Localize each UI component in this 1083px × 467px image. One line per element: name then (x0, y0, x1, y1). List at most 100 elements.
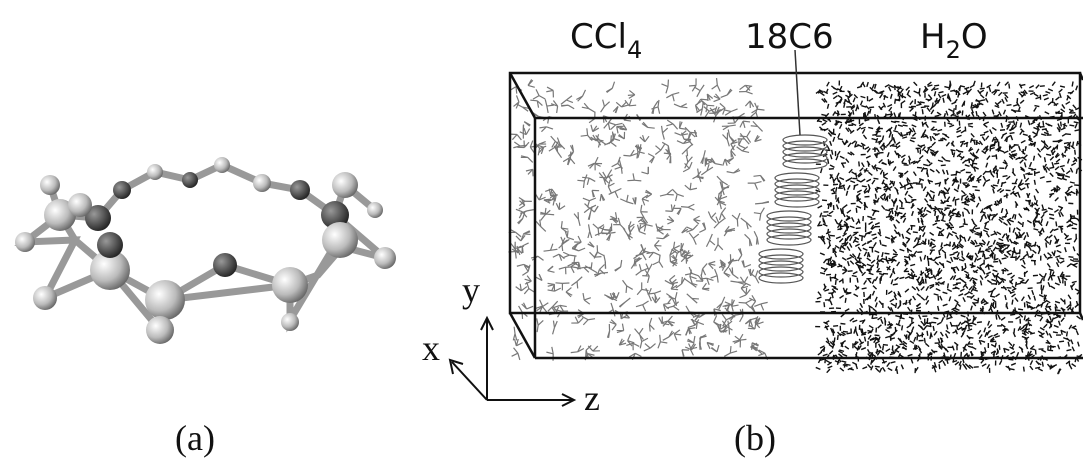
molecule-stroke (997, 188, 1001, 191)
molecule-stroke (1040, 177, 1045, 179)
molecule-stroke (1078, 342, 1079, 347)
molecule-stroke (912, 125, 917, 127)
molecule-stroke (999, 150, 1004, 152)
molecule-stroke (1071, 163, 1075, 165)
molecule-stroke (938, 160, 943, 161)
molecule-stroke (987, 280, 991, 283)
molecule-stroke (852, 275, 857, 276)
molecule-stroke (921, 297, 925, 300)
molecule-stroke (932, 142, 936, 146)
molecule-stroke (953, 275, 955, 279)
molecule-stroke (820, 253, 825, 255)
molecule-stroke (905, 191, 907, 195)
molecule-stroke (740, 295, 746, 298)
molecule-stroke (1050, 229, 1053, 233)
molecule-stroke (1061, 109, 1065, 112)
molecule-stroke (987, 156, 990, 160)
molecule-stroke (865, 147, 869, 149)
molecule-stroke (1011, 352, 1015, 354)
molecule-stroke (932, 102, 933, 107)
molecule-stroke (877, 255, 878, 260)
molecule-stroke (963, 224, 968, 225)
molecule-stroke (738, 255, 742, 261)
molecule-stroke (546, 127, 553, 129)
molecule-stroke (1055, 256, 1060, 257)
molecule-stroke (900, 186, 905, 188)
molecule-stroke (887, 363, 890, 367)
molecule-stroke (601, 106, 605, 112)
molecule-stroke (891, 94, 892, 99)
molecule-stroke (1069, 143, 1070, 148)
molecule-stroke (1055, 283, 1060, 285)
molecule-stroke (954, 300, 958, 303)
molecule-stroke (992, 110, 994, 115)
molecule-stroke (907, 187, 912, 189)
molecule-stroke (591, 269, 597, 272)
molecule-stroke (968, 274, 969, 279)
molecule-stroke (578, 262, 579, 269)
molecule-stroke (1025, 243, 1026, 248)
molecule-stroke (530, 147, 534, 153)
molecule-stroke (946, 334, 948, 338)
molecule-stroke (1011, 145, 1015, 148)
molecule-stroke (761, 302, 768, 304)
molecule-stroke (930, 149, 935, 151)
molecule-stroke (1060, 261, 1064, 264)
molecule-stroke (1025, 178, 1028, 182)
molecule-stroke (939, 92, 944, 93)
molecule-stroke (1009, 84, 1010, 89)
molecule-stroke (1054, 163, 1059, 164)
molecule-stroke (1023, 260, 1025, 265)
molecule-stroke (887, 105, 892, 107)
molecule-stroke (655, 150, 661, 154)
molecule-stroke (650, 344, 655, 349)
molecule-stroke (1048, 124, 1053, 126)
molecule-stroke (1071, 340, 1073, 345)
molecule-stroke (924, 130, 926, 135)
molecule-stroke (934, 294, 939, 295)
molecule-stroke (863, 135, 866, 139)
molecule-stroke (1003, 248, 1007, 251)
molecule-stroke (600, 194, 601, 201)
molecule-stroke (953, 252, 958, 254)
molecule-stroke (1070, 182, 1075, 183)
molecule-stroke (584, 300, 590, 304)
molecule-stroke (551, 136, 556, 141)
molecule-stroke (989, 87, 990, 92)
molecule-stroke (873, 178, 878, 179)
molecule-stroke (1021, 141, 1025, 143)
molecule-stroke (862, 163, 864, 167)
molecule-stroke (1016, 317, 1020, 319)
molecule-stroke (873, 308, 877, 311)
molecule-stroke (1021, 265, 1025, 268)
molecule-stroke (682, 149, 687, 154)
molecule-stroke (578, 236, 581, 242)
molecule-stroke (900, 89, 903, 93)
molecule-stroke (1056, 221, 1057, 226)
molecule-stroke (1016, 122, 1017, 127)
molecule-stroke (949, 125, 954, 127)
molecule-stroke (1005, 97, 1007, 101)
molecule-stroke (933, 326, 934, 331)
molecule-stroke (554, 288, 560, 291)
molecule-stroke (920, 257, 921, 262)
molecule-stroke (951, 175, 956, 176)
molecule-stroke (528, 85, 535, 87)
molecule-stroke (868, 335, 871, 339)
molecule-stroke (891, 362, 896, 363)
molecule-stroke (584, 298, 591, 300)
molecule-stroke (982, 240, 985, 244)
molecule-stroke (1038, 154, 1041, 158)
molecule-stroke (908, 195, 912, 198)
molecule-stroke (917, 294, 921, 297)
molecule-stroke (986, 92, 987, 97)
molecule-stroke (558, 152, 562, 158)
molecule-stroke (916, 307, 921, 309)
molecule-stroke (831, 328, 833, 333)
molecule-stroke (608, 187, 611, 193)
molecule-stroke (872, 139, 877, 140)
molecule-stroke (862, 243, 866, 246)
molecule-stroke (830, 235, 835, 236)
molecule-stroke (966, 319, 971, 321)
molecule-stroke (906, 300, 907, 305)
